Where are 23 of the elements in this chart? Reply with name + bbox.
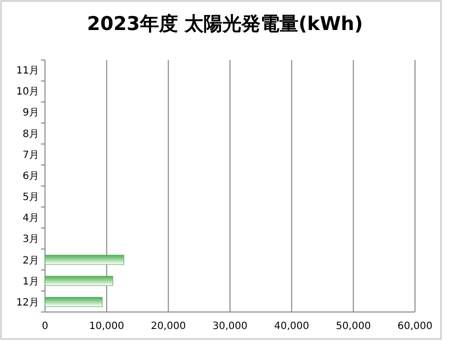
bar (44, 296, 103, 307)
x-tick-label: 10,000 (89, 321, 124, 332)
y-tick-label: 2月 (22, 255, 39, 266)
bar (44, 254, 124, 265)
y-tick-label: 12月 (16, 297, 39, 308)
y-tick-label: 6月 (22, 170, 39, 182)
x-tick-label: 60,000 (398, 321, 432, 332)
x-tick-label: 50,000 (336, 321, 371, 332)
bar (44, 276, 114, 286)
y-tick-label: 1月 (22, 276, 39, 288)
y-tick-label: 11月 (16, 66, 39, 77)
x-tick-label: 40,000 (274, 321, 310, 332)
x-tick-label: 0 (42, 321, 48, 332)
y-tick-label: 9月 (22, 108, 39, 119)
y-tick-label: 4月 (22, 213, 39, 224)
y-tick-label: 10月 (16, 86, 39, 98)
x-tick-label: 30,000 (212, 321, 248, 332)
y-tick-label: 5月 (22, 192, 39, 204)
x-tick-label: 20,000 (150, 321, 186, 332)
y-tick-label: 8月 (22, 128, 39, 140)
y-tick-label: 7月 (22, 150, 39, 161)
chart-title: 2023年度 太陽光発電量(kWh) (87, 13, 363, 35)
y-tick-label: 3月 (22, 234, 39, 246)
